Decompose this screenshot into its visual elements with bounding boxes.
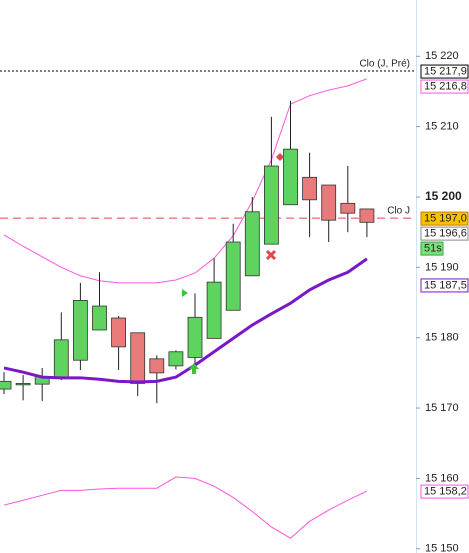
signal-triangle <box>182 289 188 297</box>
candle-body <box>73 300 88 361</box>
price-tag-label: 15 187,5 <box>424 279 467 291</box>
price-tag <box>420 64 469 79</box>
signal-diamond <box>276 153 284 161</box>
candle-body <box>244 211 260 277</box>
price-tag <box>420 278 469 293</box>
reference-label: Clo (J, Pré) <box>359 59 410 70</box>
y-tick-label: 15 220 <box>425 50 459 62</box>
price-tag-label: 15 217,9 <box>424 65 467 77</box>
candle-body <box>168 351 184 367</box>
price-tag-label: 15 196,6 <box>424 228 467 240</box>
candle-body <box>283 148 298 206</box>
candle-body <box>321 184 337 221</box>
y-tick-label: 15 150 <box>425 543 459 553</box>
overlay-line <box>3 78 368 284</box>
y-tick-label: 15 210 <box>425 121 459 133</box>
overlay-line <box>3 476 368 539</box>
candle-body <box>187 316 203 358</box>
candle-body <box>15 383 31 386</box>
price-tag-label: 15 216,8 <box>424 80 467 92</box>
y-tick-label: 15 180 <box>425 332 459 344</box>
y-tick-label: 15 160 <box>425 472 459 484</box>
candle-body <box>225 241 241 311</box>
candle-body <box>359 208 375 223</box>
price-tag <box>420 226 469 241</box>
price-tag <box>420 79 469 94</box>
candle-body <box>302 176 318 201</box>
candle-body <box>149 358 165 374</box>
y-tick-label: 15 190 <box>425 261 459 273</box>
price-tag <box>420 484 469 499</box>
candle-body <box>92 305 107 331</box>
candle-body <box>263 165 279 245</box>
price-tag-label: 51s <box>424 243 442 255</box>
price-tag <box>420 211 469 226</box>
signal-cross <box>265 249 277 261</box>
candle-body <box>206 281 222 339</box>
plot-area: Clo (J, Pré) Clo J <box>0 59 416 539</box>
y-tick-label: 15 170 <box>425 402 459 414</box>
candle-body <box>111 317 126 348</box>
candle-body <box>53 339 69 378</box>
price-axis: 15 150 15 160 15 170 15 180 15 190 15 200 15 2… <box>416 50 469 553</box>
candle-body <box>130 332 146 384</box>
price-tag-label: 15 158,2 <box>424 485 467 497</box>
price-tag <box>420 241 444 256</box>
reference-label: Clo J <box>387 206 410 217</box>
candle-body <box>0 380 12 390</box>
price-tag-label: 15 197,0 <box>424 213 467 225</box>
candle-body <box>340 202 356 214</box>
overlay-line <box>3 257 368 384</box>
signal-arrow <box>189 363 199 374</box>
y-tick-label: 15 200 <box>425 189 462 203</box>
